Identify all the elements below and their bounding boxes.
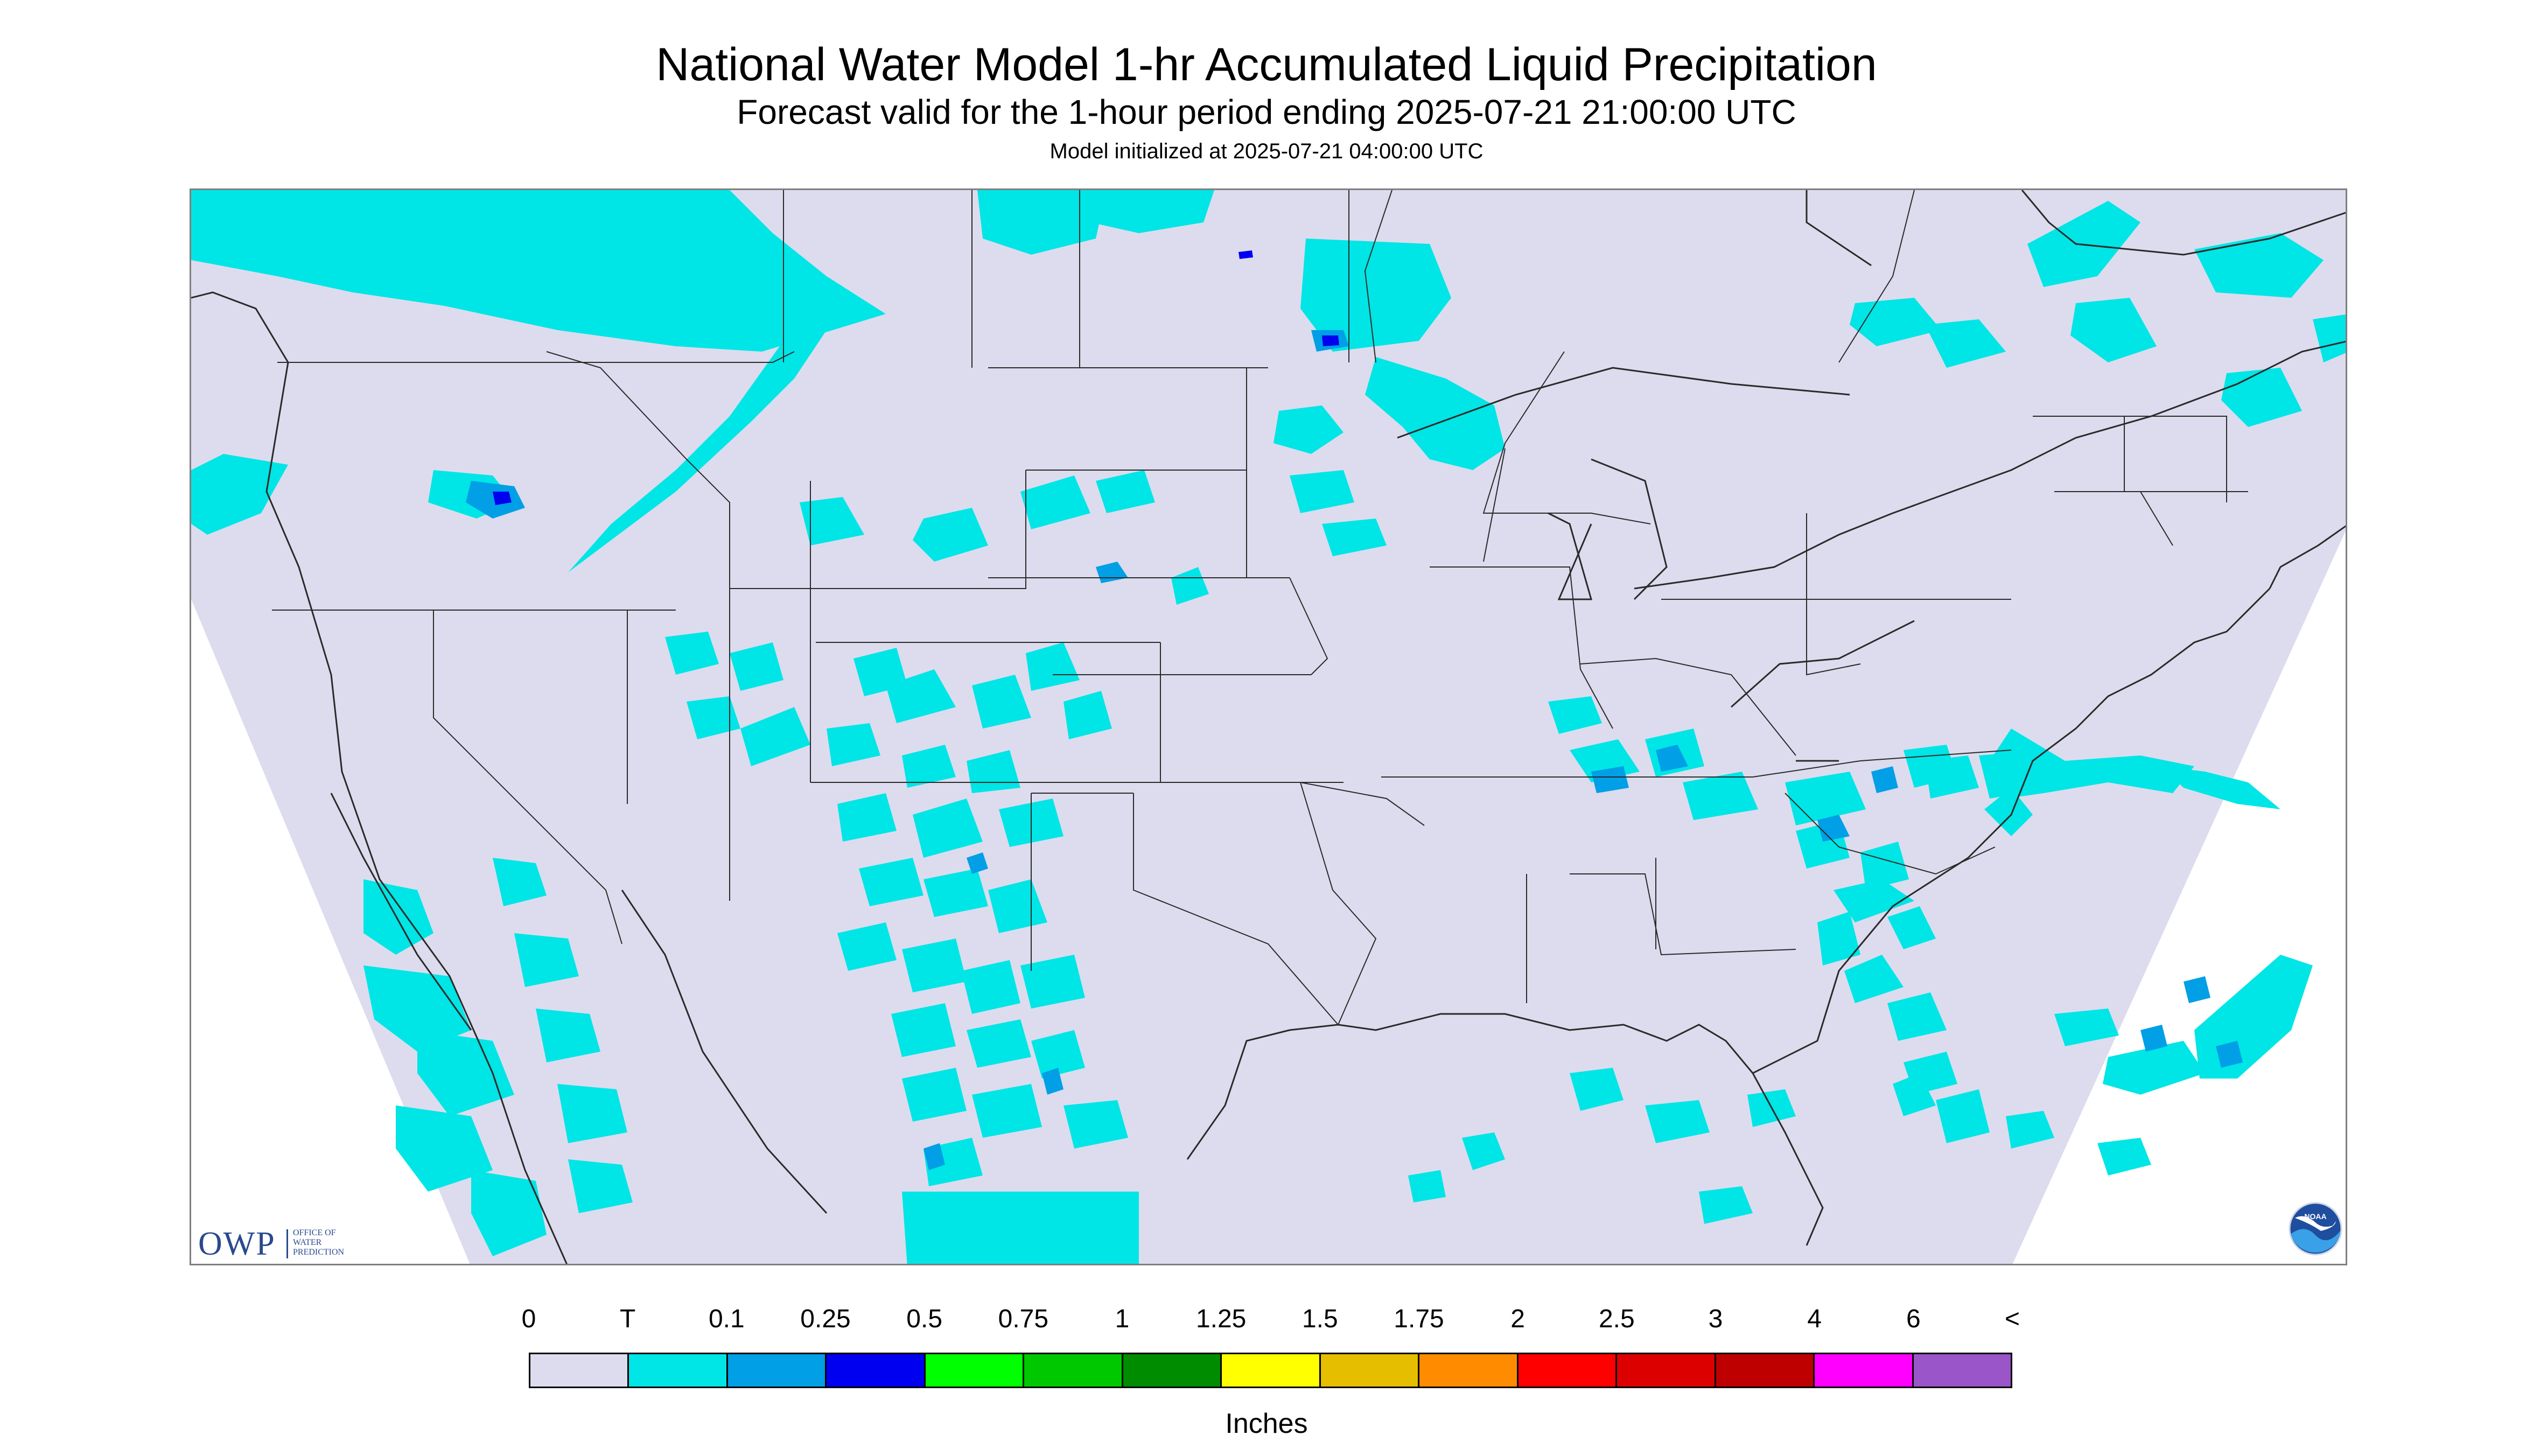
legend-tick-label: 1 (1115, 1305, 1130, 1333)
legend-tick-label: 0 (521, 1305, 536, 1333)
legend-swatch (629, 1354, 728, 1387)
legend-swatch (727, 1354, 827, 1387)
legend-tick-label: 0.25 (800, 1305, 851, 1333)
legend-swatch (1518, 1354, 1618, 1387)
legend-swatch (1320, 1354, 1420, 1387)
precipitation-map[interactable] (190, 188, 2347, 1265)
map-domain (191, 190, 2346, 1264)
legend-tick-label: 0.75 (998, 1305, 1049, 1333)
legend-swatch (1024, 1354, 1123, 1387)
precip-areas-heavy (493, 250, 1339, 505)
noaa-logo: NOAA (2289, 1202, 2342, 1256)
owp-logo-divider (286, 1229, 288, 1258)
legend-swatch (1419, 1354, 1519, 1387)
legend-swatch (1815, 1354, 1914, 1387)
legend-swatch (1716, 1354, 1815, 1387)
legend-tick-label: 2 (1510, 1305, 1526, 1333)
noaa-emblem-icon: NOAA (2289, 1202, 2342, 1256)
precip-areas-light (191, 190, 2346, 1264)
map-title: National Water Model 1-hr Accumulated Li… (656, 39, 1877, 90)
coastlines (191, 190, 2346, 1264)
legend-tick-label: 1.75 (1394, 1305, 1444, 1333)
legend-tick-label: 1.5 (1302, 1305, 1338, 1333)
owp-logo-letters: OWP (198, 1226, 276, 1262)
svg-text:NOAA: NOAA (2304, 1212, 2326, 1221)
legend-swatch (1123, 1354, 1222, 1387)
state-boundaries (272, 190, 2248, 1025)
color-legend-bar (529, 1353, 2012, 1388)
owp-logo: OWP OFFICE OF WATER PREDICTION (198, 1225, 370, 1263)
legend-labels: 0 T 0.1 0.25 0.5 0.75 1 1.25 1.5 1.75 2 2.5 3 4 6 < (0, 1303, 2533, 1341)
legend-tick-label: 1.25 (1195, 1305, 1247, 1333)
legend-tick-label: 6 (1906, 1305, 1921, 1333)
legend-tick-label: 2.5 (1598, 1305, 1635, 1333)
legend-tick-label: 0.5 (906, 1305, 943, 1333)
legend-tick-label: 0.1 (708, 1305, 745, 1333)
owp-logo-subtext: OFFICE OF WATER PREDICTION (293, 1228, 345, 1257)
forecast-valid-subtitle: Forecast valid for the 1-hour period end… (737, 93, 1796, 131)
legend-tick-label: 4 (1807, 1305, 1822, 1333)
legend-swatch (1222, 1354, 1321, 1387)
legend-swatch (1913, 1354, 2011, 1387)
legend-swatch (530, 1354, 629, 1387)
legend-units: Inches (1225, 1408, 1308, 1439)
legend-swatch (1617, 1354, 1716, 1387)
legend-swatch (925, 1354, 1025, 1387)
legend-tick-label: 3 (1708, 1305, 1723, 1333)
map-svg (191, 190, 2346, 1264)
model-initialized-text: Model initialized at 2025-07-21 04:00:00… (1049, 139, 1484, 163)
legend-swatch (827, 1354, 926, 1387)
legend-tick-label: T (619, 1305, 636, 1333)
legend-tick-label: < (2004, 1305, 2020, 1333)
